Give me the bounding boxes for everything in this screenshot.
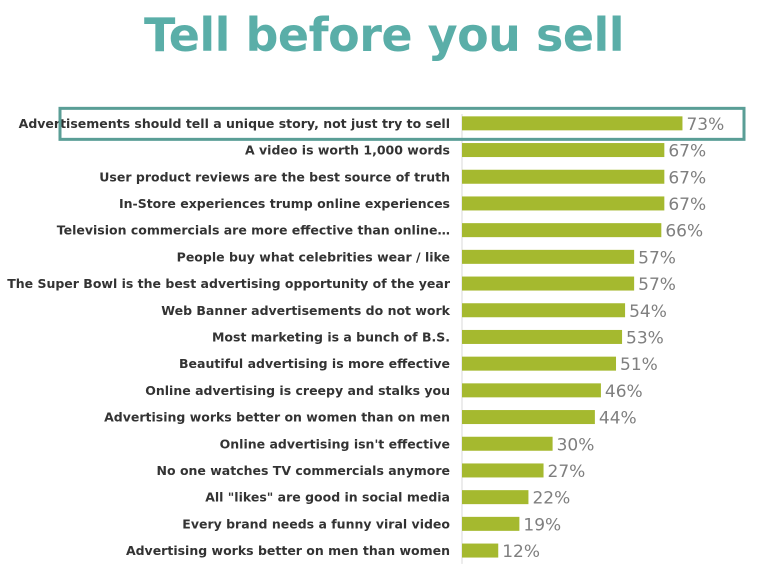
bar <box>462 410 595 425</box>
bar <box>462 143 665 158</box>
page-title: Tell before you sell <box>143 8 625 62</box>
value-label: 57% <box>638 275 676 295</box>
value-label: 67% <box>668 195 706 215</box>
bar <box>462 303 626 318</box>
category-label: Television commercials are more effectiv… <box>57 223 450 238</box>
bar <box>462 516 520 531</box>
value-label: 67% <box>668 168 706 188</box>
category-labels-layer: Advertisements should tell a unique stor… <box>7 116 451 558</box>
value-label: 12% <box>502 542 540 562</box>
category-label: All "likes" are good in social media <box>205 490 450 505</box>
bar <box>462 169 665 184</box>
category-label: Beautiful advertising is more effective <box>179 356 450 371</box>
category-label: Most marketing is a bunch of B.S. <box>212 329 450 344</box>
value-label: 46% <box>605 382 643 402</box>
category-label: The Super Bowl is the best advertising o… <box>7 276 451 291</box>
bar <box>462 196 665 211</box>
value-label: 51% <box>620 355 658 375</box>
category-label: Advertising works better on men than wom… <box>126 543 450 558</box>
value-label: 22% <box>532 489 570 509</box>
value-label: 57% <box>638 248 676 268</box>
bar <box>462 490 529 505</box>
value-label: 44% <box>599 409 637 429</box>
bar <box>462 116 683 131</box>
category-label: Online advertising is creepy and stalks … <box>145 383 450 398</box>
category-label: Every brand needs a funny viral video <box>182 516 450 531</box>
highlight-box <box>58 106 746 141</box>
bar <box>462 223 662 238</box>
category-label: Online advertising isn't effective <box>220 436 450 451</box>
bar <box>462 383 601 398</box>
category-label: Advertisements should tell a unique stor… <box>19 116 450 131</box>
bar <box>462 543 499 558</box>
bar <box>462 463 544 478</box>
value-label: 19% <box>523 515 561 535</box>
value-labels-layer: 73% 67% 67% 67% 66% 57% 57% 54% 53% 51% 46% 44%30% 2… <box>502 115 724 562</box>
bar <box>462 329 623 344</box>
category-label: People buy what celebrities wear / like <box>177 249 450 264</box>
value-label: 73% <box>686 115 724 135</box>
category-label: In-Store experiences trump online experi… <box>119 196 450 211</box>
value-label: 54% <box>629 302 667 322</box>
value-label: 67% <box>668 142 706 162</box>
category-label: Advertising works better on women than o… <box>104 410 450 425</box>
bar <box>462 276 635 291</box>
value-label: 66% <box>665 222 703 242</box>
value-label: 27% <box>548 462 586 482</box>
bar <box>462 436 553 451</box>
category-label: User product reviews are the best source… <box>99 169 450 184</box>
category-label: Web Banner advertisements do not work <box>161 303 450 318</box>
bar <box>462 356 617 371</box>
value-label: 53% <box>626 328 664 348</box>
value-label: 30% <box>557 435 595 455</box>
category-label: A video is worth 1,000 words <box>245 143 450 158</box>
bars-layer <box>462 116 683 558</box>
category-label: No one watches TV commercials anymore <box>157 463 450 478</box>
bar <box>462 249 635 264</box>
